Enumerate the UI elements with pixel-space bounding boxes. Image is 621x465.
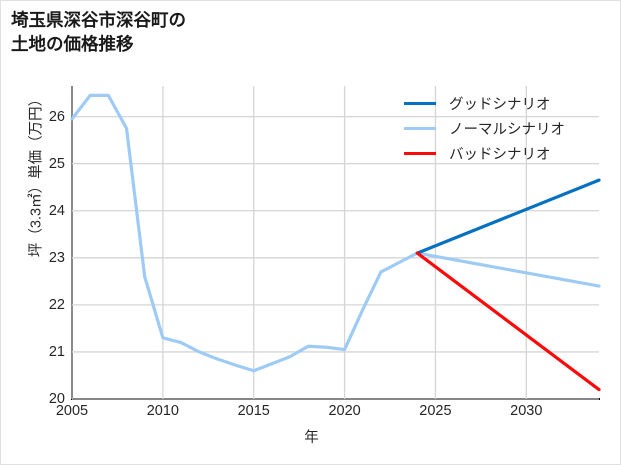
y-tick-label: 26 [48, 108, 65, 125]
x-tick-label: 2020 [328, 403, 361, 419]
y-axis-title: 坪（3.3㎡）単価（万円） [28, 91, 45, 258]
y-axis-tick-labels: 20 21 22 23 24 25 26 [1, 1, 65, 464]
legend-item[interactable]: グッドシナリオ [404, 91, 614, 116]
x-tick-label: 2015 [237, 403, 270, 419]
y-tick-label: 22 [48, 296, 65, 313]
series-line-good [415, 178, 601, 255]
legend-label: グッドシナリオ [449, 97, 551, 113]
legend-label: ノーマルシナリオ [449, 122, 565, 138]
series-line-normal [70, 93, 601, 373]
y-tick-label: 24 [48, 202, 65, 219]
y-tick-label: 23 [48, 249, 65, 266]
x-tick-label: 2030 [510, 403, 543, 419]
legend-item[interactable]: バッドシナリオ [404, 141, 614, 166]
x-tick-label: 2005 [55, 403, 89, 419]
x-axis-title: 年 [304, 430, 319, 446]
chart-legend: グッドシナリオ ノーマルシナリオ バッドシナリオ [404, 91, 614, 166]
plot-area [70, 86, 601, 400]
legend-item[interactable]: ノーマルシナリオ [404, 116, 614, 141]
y-tick-label: 21 [48, 343, 65, 360]
chart-title: 埼玉県深谷市深谷町の 土地の価格推移 [11, 10, 186, 54]
legend-color-swatch [404, 126, 436, 131]
y-tick-label: 20 [48, 391, 65, 407]
legend-color-swatch [404, 151, 436, 156]
y-tick-label: 25 [48, 155, 65, 172]
x-tick-label: 2010 [146, 403, 179, 419]
legend-label: バッドシナリオ [449, 147, 551, 163]
series-line-bad [415, 251, 601, 392]
plot-lines [70, 86, 601, 400]
legend-color-swatch [404, 101, 436, 106]
x-tick-label: 2025 [419, 403, 452, 419]
